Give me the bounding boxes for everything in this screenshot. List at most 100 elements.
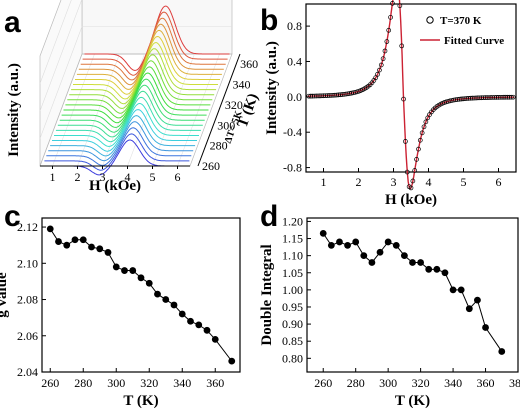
measured-point	[375, 71, 380, 77]
data-point	[498, 348, 506, 355]
data-point	[187, 317, 194, 325]
x-tick-label: 4	[426, 175, 432, 189]
data-point	[154, 290, 161, 298]
spectrum-line	[50, 115, 196, 157]
data-point	[96, 245, 104, 253]
measured-point	[382, 48, 388, 54]
x-tick-label: 260	[314, 376, 332, 390]
measured-point	[386, 27, 392, 33]
x-tick-label: 6	[175, 170, 181, 184]
x-tick-label: 360	[206, 376, 224, 390]
data-point	[112, 263, 120, 271]
panel-label-c: c	[4, 200, 21, 233]
legend-label-fit: Fitted Curve	[444, 35, 504, 47]
plot-frame	[305, 3, 517, 173]
x-tick-label: 4	[125, 170, 131, 184]
x-tick-label: 3	[100, 170, 106, 184]
measured-point	[508, 94, 514, 100]
data-point	[71, 236, 79, 244]
measured-point	[510, 94, 516, 100]
y-tick-label: 2.12	[17, 220, 38, 234]
panel-b: 1 2 3 4 5 6 -0.8 -0.4 0.0 0.4 0.8 T=370 K Fitted Cur…	[264, 0, 517, 208]
y-tick-label: 2.04	[17, 365, 38, 379]
grid-line	[77, 53, 120, 167]
x-tick-label: 5	[150, 170, 156, 184]
y-tick-label: 1.00	[282, 283, 303, 297]
data-point	[392, 241, 400, 249]
measured-point	[399, 43, 405, 49]
y-tick-label: 0.4	[287, 54, 302, 68]
legend-label-measured: T=370 K	[440, 15, 482, 27]
z-tick-label: 360	[240, 57, 258, 71]
measured-point	[403, 139, 408, 144]
x-tick-label: 2	[356, 175, 362, 189]
x-tick-label: 5	[461, 175, 467, 189]
data-point	[360, 252, 368, 260]
data-point	[319, 230, 327, 237]
data-point	[129, 267, 137, 274]
z-tick-label: 300	[217, 118, 235, 132]
data-point	[55, 238, 62, 245]
data-point	[417, 259, 425, 266]
data-point	[441, 269, 449, 277]
panel-label-d: d	[260, 200, 278, 233]
x-tick-label: 300	[107, 376, 125, 390]
y-tick-label: 1.05	[282, 266, 303, 280]
spectrum-line	[44, 133, 190, 171]
measured-point	[378, 62, 384, 68]
y-axis-label: g value	[0, 272, 10, 318]
spectrum-line	[67, 60, 213, 114]
panel-d: 260 280 300 320 340 360 380 0.80 0.85 0.90 0.95 1.0…	[259, 214, 520, 409]
x-tick-label: 260	[41, 376, 59, 390]
x-axis-label: H (kOe)	[89, 178, 141, 194]
measured-point	[397, 3, 403, 9]
data-point	[376, 248, 384, 256]
y-tick-label: -0.4	[283, 125, 302, 139]
spectrum-line	[54, 103, 199, 147]
data-point	[474, 296, 481, 304]
panel-c: 260 280 300 320 340 360 2.04 2.06 2.08 2.10 2.12 T …	[0, 217, 241, 409]
y-tick-label: 2.08	[17, 293, 38, 307]
x-tick-label: 320	[412, 376, 430, 390]
x-tick-label: 340	[173, 376, 191, 390]
x-axis-label: T (K)	[123, 393, 158, 409]
x-tick-label: 3	[391, 175, 397, 189]
spectrum-line	[55, 96, 201, 143]
data-point	[170, 301, 178, 309]
measured-point	[404, 169, 410, 175]
spectrum-line	[63, 72, 209, 124]
spectrum-line	[59, 84, 205, 133]
panel-label-a: a	[4, 6, 21, 39]
data-point	[409, 259, 416, 266]
data-point	[425, 265, 433, 273]
data-point	[344, 241, 351, 249]
measured-point	[388, 14, 393, 20]
measured-point	[419, 130, 425, 136]
y-axis-label: Double Integral	[259, 244, 275, 345]
data-point	[400, 252, 408, 260]
data-point	[327, 241, 335, 249]
y-tick-label: 1.20	[282, 214, 303, 228]
y-tick-label: 0.95	[282, 300, 303, 314]
y-tick-label: 2.06	[17, 329, 38, 343]
y-axis-label: Intensity (a.u.)	[6, 63, 22, 157]
x-tick-label: 360	[477, 376, 495, 390]
measured-point	[417, 137, 423, 143]
data-point	[63, 241, 71, 249]
measured-point	[390, 1, 395, 6]
x-tick-label: 2	[75, 170, 81, 184]
measured-point	[401, 96, 406, 102]
x-axis-label: H (kOe)	[385, 192, 437, 208]
x-tick-label: 280	[74, 376, 92, 390]
grid-line	[127, 53, 170, 167]
measured-point	[416, 146, 421, 152]
x-tick-label: 1	[321, 175, 327, 189]
y-tick-label: 1.15	[282, 232, 303, 246]
series-line	[49, 228, 233, 362]
data-point	[433, 265, 441, 273]
measured-point	[421, 124, 427, 130]
legend-marker-measured	[426, 16, 434, 24]
z-tick-label: 320	[225, 98, 243, 112]
